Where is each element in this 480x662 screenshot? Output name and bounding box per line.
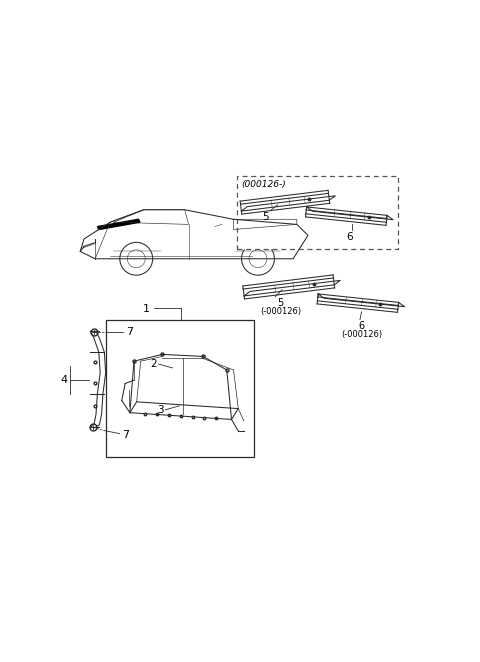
Text: 7: 7 [126,327,133,337]
Text: (-000126): (-000126) [260,307,301,316]
Text: 5: 5 [277,298,284,308]
Bar [106,320,254,457]
Text: 2: 2 [151,359,157,369]
Text: 3: 3 [157,404,164,414]
Bar [237,175,398,249]
Polygon shape [97,219,140,230]
Text: (-000126): (-000126) [341,330,382,339]
Text: (000126-): (000126-) [241,179,286,189]
Text: 6: 6 [359,321,365,331]
Text: 4: 4 [60,375,67,385]
Text: 7: 7 [122,430,129,440]
Text: 5: 5 [262,212,269,222]
Text: 1: 1 [143,304,150,314]
Text: 6: 6 [347,232,353,242]
